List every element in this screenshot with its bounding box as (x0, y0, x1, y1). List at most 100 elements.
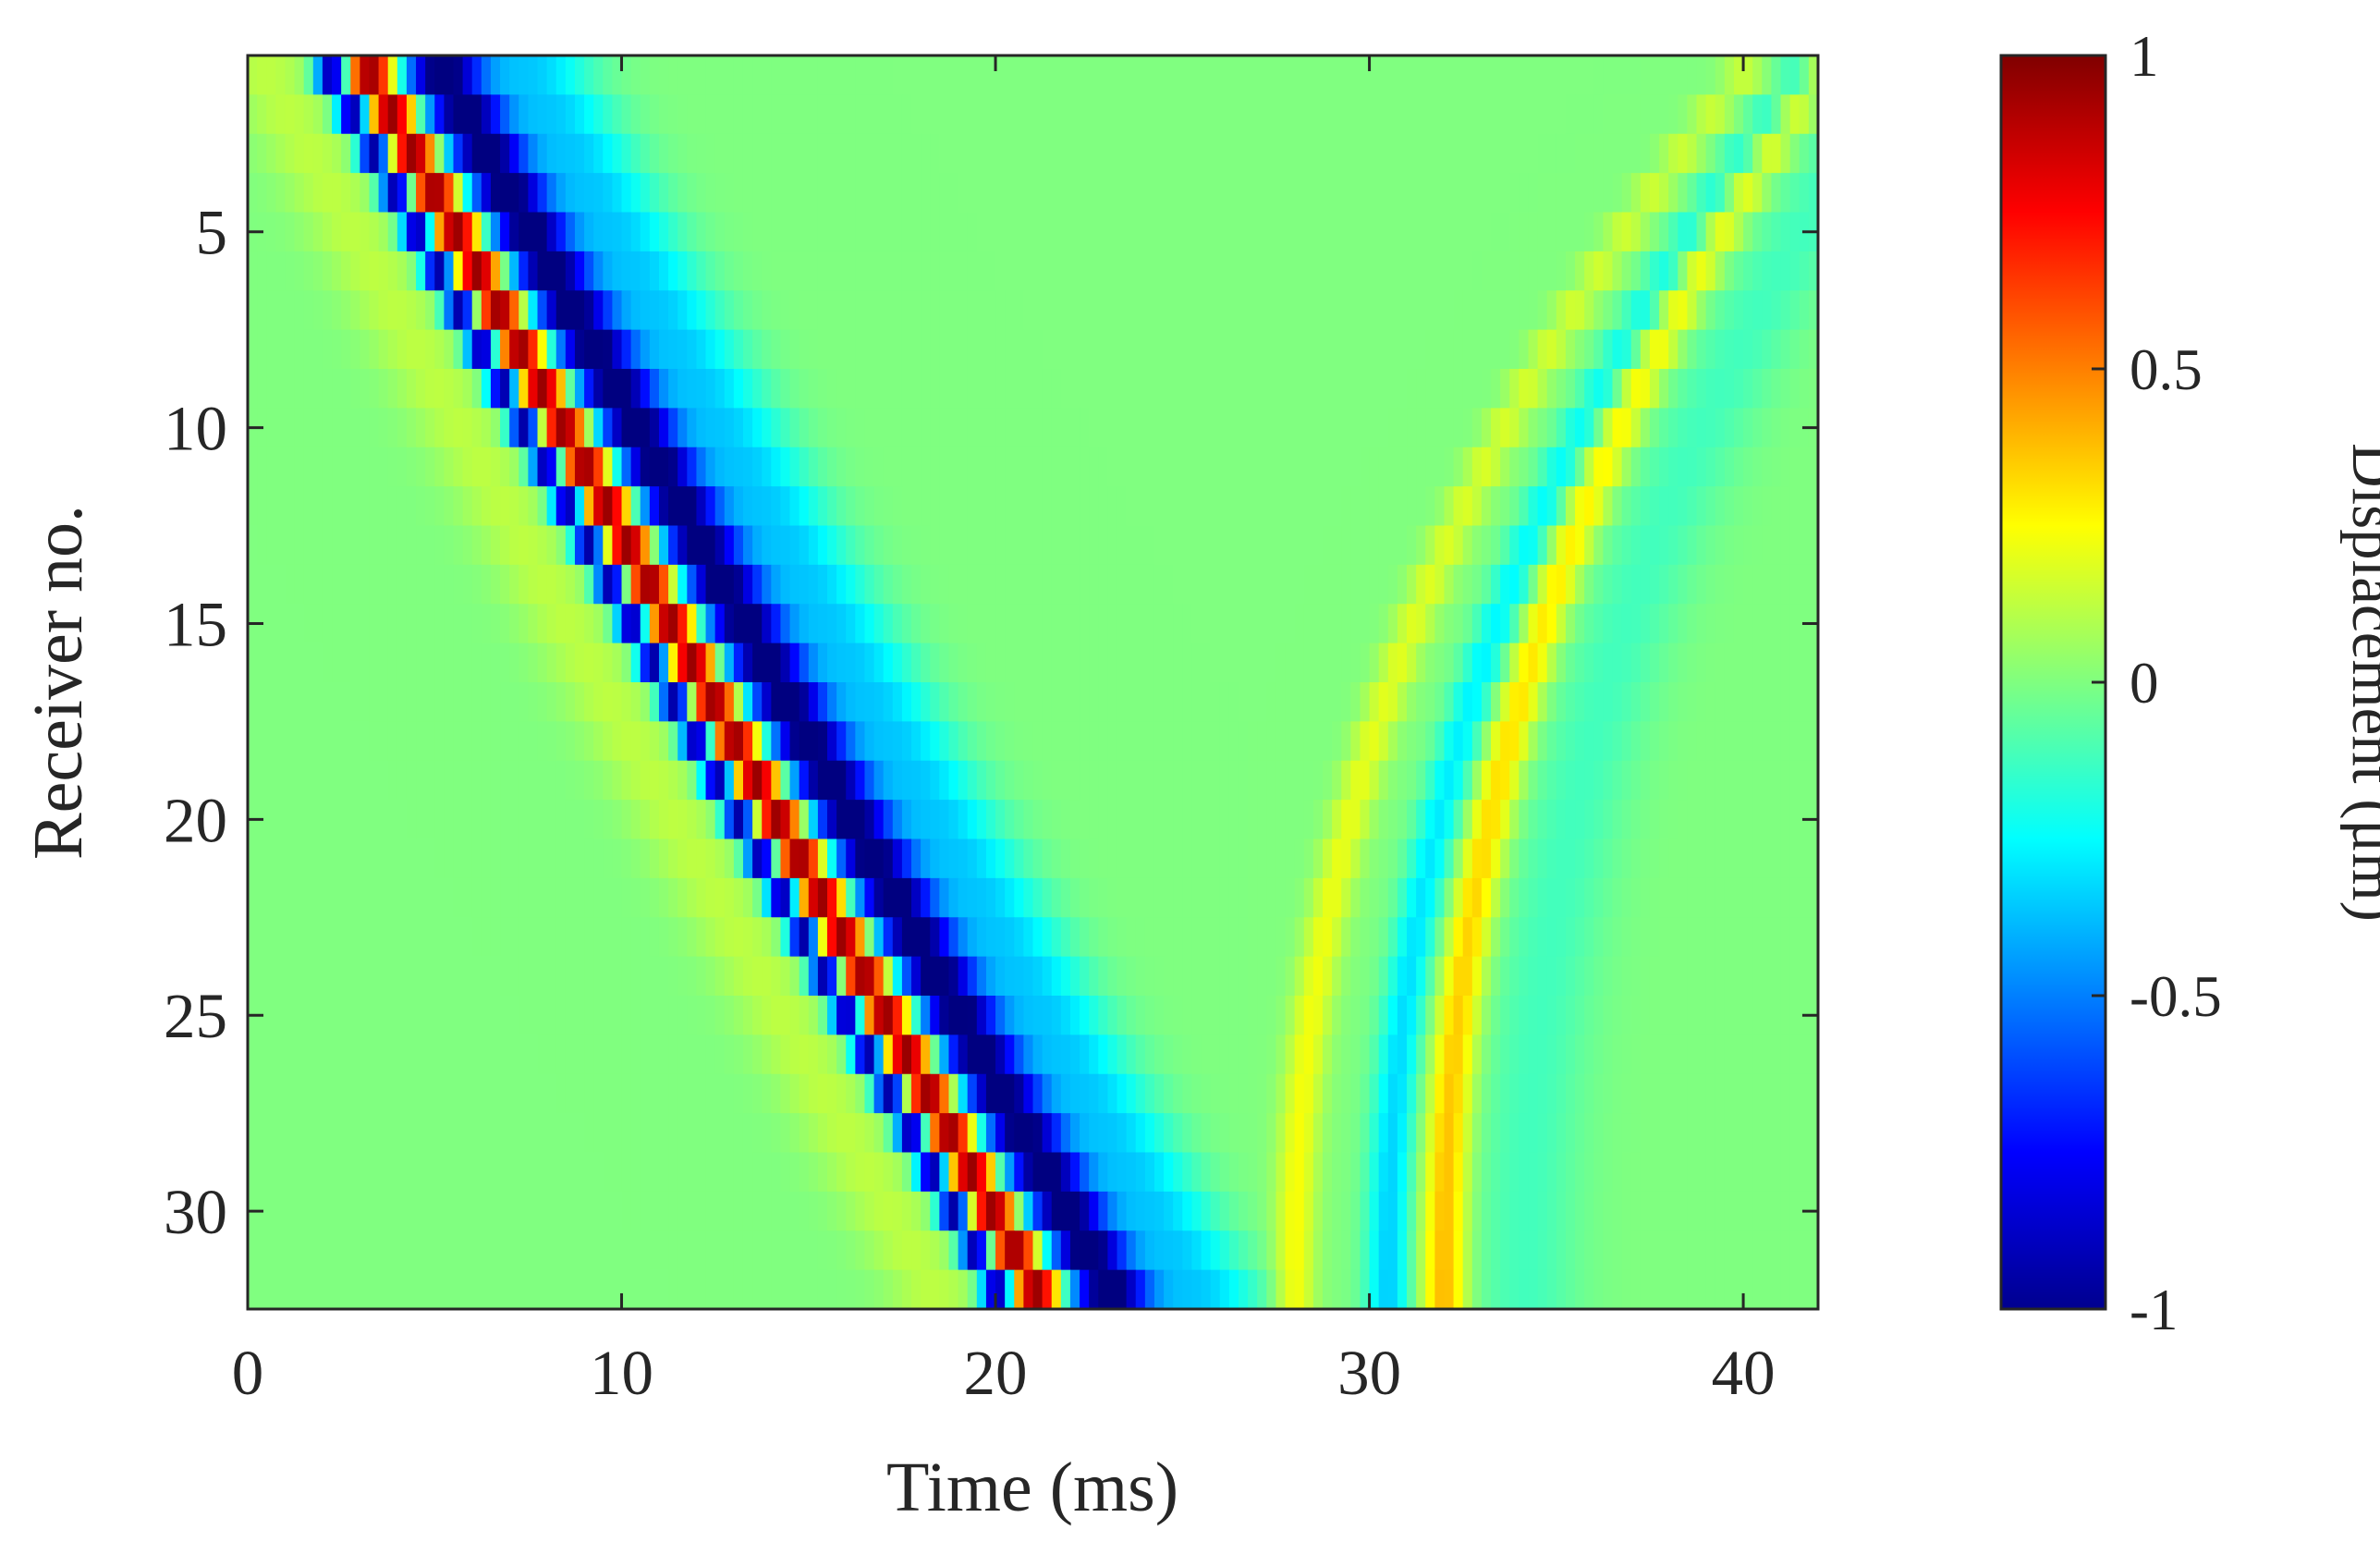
heatmap-cell (1098, 329, 1108, 370)
heatmap-cell (1425, 408, 1435, 448)
heatmap-cell (294, 212, 305, 252)
heatmap-cell (1219, 1073, 1230, 1114)
heatmap-cell (1537, 133, 1548, 174)
heatmap-cell (995, 212, 1006, 252)
heatmap-cell (1294, 525, 1305, 566)
heatmap-cell (1164, 369, 1174, 409)
heatmap-cell (1060, 55, 1071, 95)
heatmap-cell (1771, 564, 1782, 605)
heatmap-cell (724, 800, 735, 840)
heatmap-cell (921, 369, 931, 409)
heatmap-cell (762, 94, 772, 135)
heatmap-cell (1089, 1073, 1099, 1114)
heatmap-cell (387, 408, 398, 448)
heatmap-cell (1350, 251, 1361, 291)
heatmap-cell (1248, 173, 1258, 214)
heatmap-cell (285, 800, 296, 840)
heatmap-cell (696, 94, 707, 135)
heatmap-cell (649, 996, 660, 1035)
heatmap-cell (1042, 721, 1053, 762)
heatmap-cell (1135, 1152, 1146, 1193)
heatmap-cell (640, 564, 651, 605)
heatmap-cell (948, 996, 959, 1035)
heatmap-cell (640, 721, 651, 762)
heatmap-cell (855, 94, 866, 135)
heatmap-cell (444, 173, 455, 214)
heatmap-cell (668, 1191, 678, 1231)
heatmap-cell (537, 956, 548, 997)
heatmap-cell (285, 996, 296, 1035)
heatmap-cell (799, 1113, 810, 1154)
heatmap-cell (1659, 329, 1669, 370)
heatmap-cell (1621, 682, 1632, 722)
heatmap-cell (649, 760, 660, 801)
heatmap-cell (1098, 55, 1108, 95)
heatmap-cell (742, 94, 753, 135)
heatmap-cell (687, 682, 698, 722)
heatmap-cell (1117, 564, 1128, 605)
heatmap-cell (1621, 800, 1632, 840)
heatmap-cell (1509, 329, 1520, 370)
heatmap-cell (836, 369, 847, 409)
heatmap-cell (1462, 1113, 1473, 1154)
heatmap-cell (1182, 760, 1193, 801)
heatmap-cell (1462, 486, 1473, 527)
heatmap-cell (1397, 1073, 1408, 1114)
heatmap-cell (434, 877, 445, 918)
heatmap-cell (1799, 329, 1810, 370)
heatmap-cell (1210, 173, 1221, 214)
heatmap-cell (1471, 408, 1483, 448)
heatmap-cell (294, 564, 305, 605)
heatmap-cell (1668, 486, 1678, 527)
heatmap-cell (836, 838, 847, 879)
heatmap-cell (967, 212, 978, 252)
heatmap-cell (1069, 55, 1080, 95)
heatmap-cell (322, 721, 333, 762)
heatmap-cell (1762, 447, 1773, 487)
heatmap-cell (574, 800, 585, 840)
heatmap-cell (1219, 486, 1230, 527)
heatmap-cell (1565, 642, 1576, 683)
heatmap-cell (471, 682, 482, 722)
heatmap-cell (1556, 564, 1567, 605)
heatmap-cell (901, 996, 912, 1035)
heatmap-cell (668, 133, 678, 174)
heatmap-cell (1032, 1034, 1044, 1075)
heatmap-cell (1323, 604, 1333, 644)
heatmap-cell (1752, 525, 1763, 566)
heatmap-cell (1228, 956, 1239, 997)
heatmap-cell (1080, 329, 1090, 370)
heatmap-cell (780, 329, 791, 370)
heatmap-cell (658, 290, 669, 331)
heatmap-cell (1425, 917, 1435, 958)
heatmap-cell (1509, 55, 1520, 95)
heatmap-cell (1219, 212, 1230, 252)
heatmap-cell (1089, 760, 1099, 801)
heatmap-cell (1668, 800, 1678, 840)
heatmap-cell (1191, 721, 1202, 762)
heatmap-cell (1733, 682, 1744, 722)
heatmap-cell (1630, 212, 1642, 252)
heatmap-cell (332, 251, 342, 291)
heatmap-cell (1369, 604, 1380, 644)
heatmap-cell (425, 721, 435, 762)
heatmap-cell (742, 642, 753, 683)
heatmap-cell (1762, 290, 1773, 331)
heatmap-cell (1303, 564, 1314, 605)
heatmap-cell (668, 55, 678, 95)
heatmap-cell (397, 721, 408, 762)
heatmap-cell (509, 1113, 519, 1154)
heatmap-cell (1565, 721, 1576, 762)
heatmap-cell (1621, 1034, 1632, 1075)
heatmap-cell (519, 55, 529, 95)
heatmap-cell (1107, 800, 1118, 840)
heatmap-cell (1462, 956, 1473, 997)
heatmap-cell (266, 604, 276, 644)
heatmap-cell (1032, 956, 1044, 997)
heatmap-cell (780, 133, 791, 174)
heatmap-cell (630, 682, 641, 722)
heatmap-cell (1462, 251, 1473, 291)
heatmap-cell (1248, 996, 1258, 1035)
heatmap-cell (892, 369, 903, 409)
heatmap-cell (1481, 721, 1492, 762)
